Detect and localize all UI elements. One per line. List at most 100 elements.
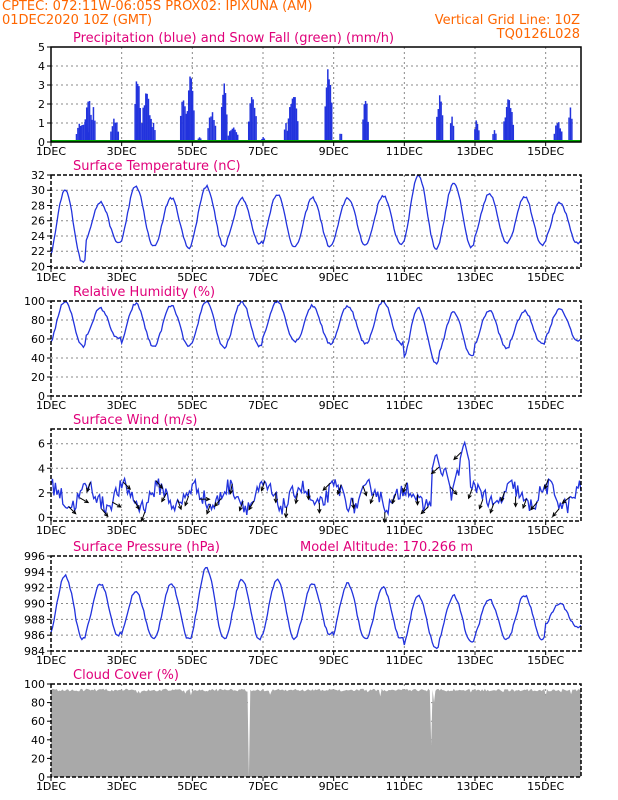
wind-arrow bbox=[500, 491, 506, 502]
wind-arrow-head bbox=[158, 484, 164, 490]
wind-arrow-head bbox=[248, 505, 253, 511]
precip-bar bbox=[223, 83, 225, 142]
y-tick-label: 990 bbox=[24, 598, 45, 611]
y-tick-label: 4 bbox=[38, 462, 45, 475]
x-tick-label: 3DEC bbox=[107, 524, 137, 537]
precip-bar bbox=[250, 97, 253, 142]
x-tick-label: 9DEC bbox=[319, 780, 349, 793]
precip-bar bbox=[504, 117, 507, 142]
y-tick-label: 30 bbox=[31, 184, 45, 197]
precip-bar bbox=[287, 118, 290, 142]
x-tick-label: 13DEC bbox=[456, 271, 493, 284]
wind-arrow-head bbox=[522, 504, 527, 510]
precip-bar bbox=[87, 101, 89, 142]
wind-arrow-head bbox=[86, 487, 91, 493]
wind-arrow-head bbox=[489, 508, 494, 514]
y-tick-label: 22 bbox=[31, 245, 45, 258]
wind-arrow-head bbox=[351, 504, 356, 510]
wind-arrow bbox=[552, 508, 560, 517]
y-tick-label: 986 bbox=[24, 629, 45, 642]
precip-bar bbox=[556, 123, 559, 142]
precip-bar bbox=[555, 125, 557, 142]
wind-arrow-head bbox=[84, 499, 90, 504]
wind-arrow bbox=[122, 481, 131, 490]
pressure-line bbox=[50, 566, 582, 650]
precip-bar bbox=[187, 90, 190, 142]
humidity-line bbox=[50, 299, 582, 365]
precip-bar bbox=[249, 103, 251, 142]
wind-arrow bbox=[351, 498, 355, 509]
wind-arrow bbox=[420, 506, 429, 514]
y-tick-label: 3 bbox=[38, 79, 45, 92]
wind-arrow bbox=[402, 482, 408, 493]
precip-bar bbox=[231, 128, 234, 142]
wind-arrow bbox=[141, 511, 146, 522]
wind-arrow bbox=[337, 484, 342, 495]
x-tick-label: 1DEC bbox=[36, 780, 66, 793]
x-tick-label: 9DEC bbox=[319, 145, 349, 158]
wind-arrow-head bbox=[382, 518, 387, 524]
x-tick-label: 13DEC bbox=[456, 145, 493, 158]
y-tick-label: 0 bbox=[38, 390, 45, 403]
x-tick-label: 15DEC bbox=[527, 780, 564, 793]
wind-arrow-head bbox=[391, 499, 396, 505]
precip-bar bbox=[211, 112, 214, 142]
y-tick-label: 26 bbox=[31, 215, 45, 228]
x-tick-label: 11DEC bbox=[386, 399, 423, 412]
precip-bar bbox=[88, 100, 91, 142]
precip-bar bbox=[364, 100, 367, 142]
y-tick-label: 4 bbox=[38, 60, 45, 73]
precip-bar bbox=[138, 86, 140, 142]
x-tick-label: 5DEC bbox=[177, 780, 207, 793]
precip-bar bbox=[84, 119, 87, 142]
y-tick-label: 100 bbox=[24, 678, 45, 691]
precip-bar bbox=[186, 111, 189, 142]
x-tick-label: 3DEC bbox=[107, 271, 137, 284]
precip-bar bbox=[339, 133, 341, 142]
precip-bar bbox=[559, 128, 562, 142]
x-tick-label: 7DEC bbox=[248, 780, 278, 793]
precip-bar bbox=[235, 132, 238, 142]
precip-bar bbox=[295, 108, 298, 142]
precip-bar bbox=[134, 103, 136, 142]
x-tick-label: 11DEC bbox=[386, 780, 423, 793]
precip-bar bbox=[136, 83, 139, 142]
precip-bar bbox=[437, 109, 440, 142]
precip-bar bbox=[152, 122, 155, 142]
x-tick-label: 11DEC bbox=[386, 524, 423, 537]
wind-speed-line bbox=[50, 440, 582, 517]
precip-bar bbox=[78, 123, 81, 142]
wind-arrow bbox=[239, 500, 244, 511]
precip-bar bbox=[293, 97, 295, 142]
plot-frame bbox=[50, 428, 582, 522]
wind-arrow-head bbox=[478, 504, 483, 510]
precip-bar bbox=[114, 122, 117, 142]
y-tick-label: 40 bbox=[31, 352, 45, 365]
wind-arrow bbox=[248, 500, 255, 510]
precip-bar bbox=[207, 128, 209, 142]
x-tick-label: 1DEC bbox=[36, 399, 66, 412]
x-tick-label: 5DEC bbox=[177, 399, 207, 412]
precip-bar bbox=[116, 122, 118, 142]
precip-bar bbox=[92, 107, 95, 142]
wind-arrow-head bbox=[402, 488, 407, 494]
precip-bar bbox=[509, 108, 512, 142]
panel-title: Surface Temperature (nC) bbox=[73, 159, 241, 174]
precip-bar bbox=[286, 130, 289, 142]
temperature-line bbox=[50, 174, 582, 264]
precip-bar bbox=[147, 98, 150, 142]
precip-bar bbox=[222, 94, 224, 142]
panel-title: Relative Humidity (%) bbox=[73, 285, 215, 300]
x-tick-label: 5DEC bbox=[177, 145, 207, 158]
precip-bar bbox=[283, 129, 286, 142]
precip-bar bbox=[149, 115, 151, 142]
wind-arrow-head bbox=[161, 497, 166, 503]
x-tick-label: 5DEC bbox=[177, 654, 207, 667]
panel-title: Surface Pressure (hPa) bbox=[73, 540, 220, 555]
wind-arrow bbox=[449, 486, 458, 495]
y-tick-label: 992 bbox=[24, 582, 45, 595]
precip-bar bbox=[145, 93, 147, 142]
precip-bar bbox=[297, 121, 299, 142]
precip-bar bbox=[493, 130, 496, 142]
